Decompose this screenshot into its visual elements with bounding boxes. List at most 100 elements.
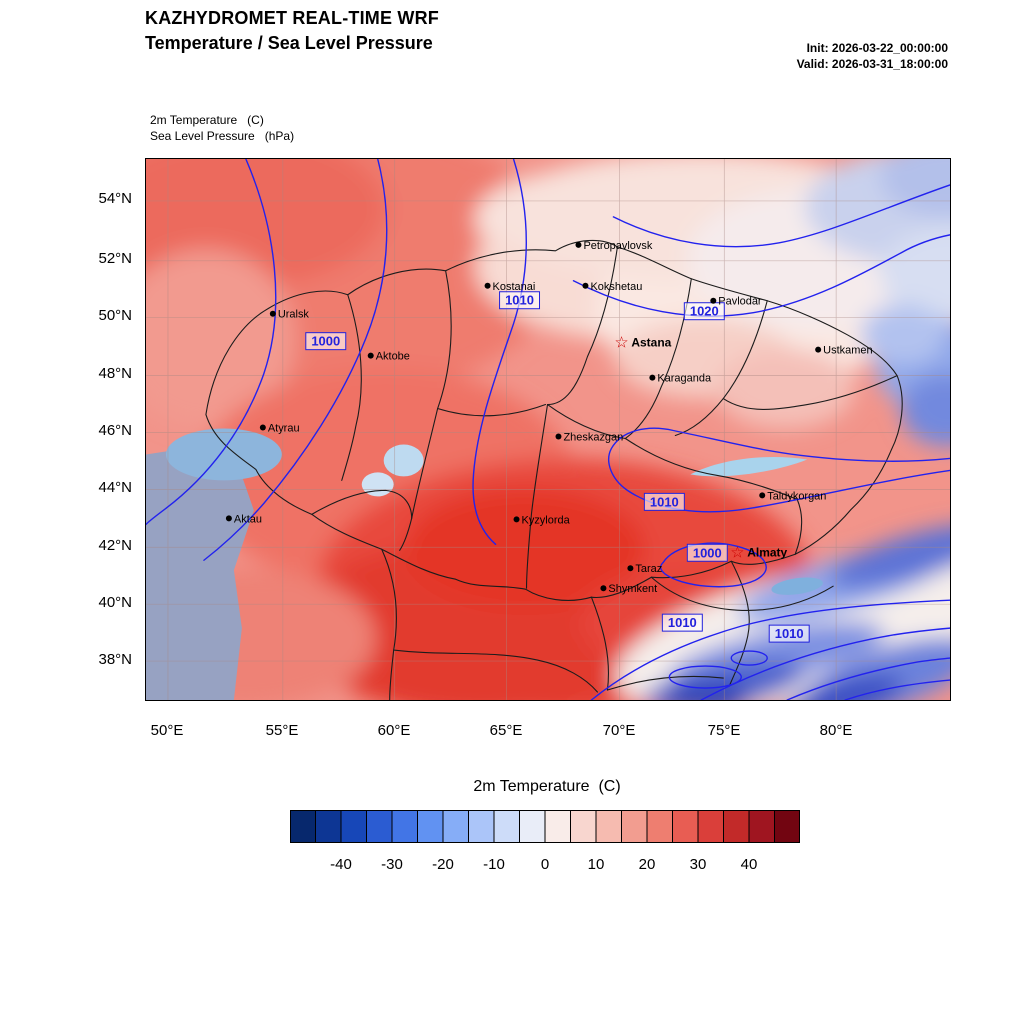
star-icon: ☆ xyxy=(730,544,744,561)
colorbar-border xyxy=(290,810,800,843)
colorbar-tick: 30 xyxy=(689,856,707,873)
temperature-layer-label: 2m Temperature (C) xyxy=(150,113,264,127)
colorbar-tick: 40 xyxy=(740,856,758,873)
lake-balkhash xyxy=(690,456,808,477)
lat-axis-label: 44°N xyxy=(98,479,132,496)
pressure-label: 1010 xyxy=(768,624,810,643)
city-kostanai: Kostanai xyxy=(484,281,536,293)
map-frame: 1000 1010 1020 1010 xyxy=(145,158,951,701)
pressure-label: 1000 xyxy=(305,332,347,351)
lat-axis-label: 52°N xyxy=(98,250,132,267)
city-dot xyxy=(367,352,374,359)
city-label: Aktau xyxy=(234,513,262,525)
colorbar-segment xyxy=(391,810,418,843)
lat-axis-label: 50°N xyxy=(98,307,132,324)
init-timestamp: Init: 2026-03-22_00:00:00 xyxy=(806,41,948,55)
lat-axis-label: 38°N xyxy=(98,651,132,668)
city-label: Aktobe xyxy=(376,351,410,363)
colorbar-segment xyxy=(340,810,367,843)
colorbar-tick: -10 xyxy=(483,856,505,873)
graticule xyxy=(146,159,950,700)
city-taraz: Taraz xyxy=(627,563,662,575)
city-dot xyxy=(555,433,562,440)
city-zheskazgan: Zheskazgan xyxy=(555,431,623,443)
temperature-field xyxy=(146,159,950,700)
lat-axis-label: 54°N xyxy=(98,190,132,207)
lon-axis-label: 80°E xyxy=(819,722,853,739)
lon-axis-label: 55°E xyxy=(265,722,299,739)
layer-labels: 2m Temperature (C) Sea Level Pressure (h… xyxy=(150,112,294,144)
city-pavlodar: Pavlodar xyxy=(710,296,762,308)
pressure-label-box xyxy=(643,492,685,511)
colorbar-segment xyxy=(646,810,673,843)
colorbar-tick: -40 xyxy=(330,856,352,873)
colorbar-tick: -30 xyxy=(381,856,403,873)
figure-subtitle: Temperature / Sea Level Pressure xyxy=(145,33,433,53)
colorbar-tick: -20 xyxy=(432,856,454,873)
pressure-label-text: 1000 xyxy=(311,334,340,349)
city-dot xyxy=(710,297,717,304)
city-almaty: ☆ Almaty xyxy=(730,544,787,561)
city-taldykorgan: Taldykorgan xyxy=(759,490,826,502)
pressure-label-text: 1010 xyxy=(505,293,534,308)
city-dot xyxy=(575,241,582,248)
city-astana: ☆ Astana xyxy=(614,335,671,352)
pressure-label-text: 1000 xyxy=(693,545,722,560)
pressure-label-text: 1010 xyxy=(775,626,804,641)
city-dot xyxy=(600,585,607,592)
city-atyrau: Atyrau xyxy=(259,422,300,434)
colorbar-segment xyxy=(570,810,597,843)
lat-axis-label: 46°N xyxy=(98,422,132,439)
city-label: Uralsk xyxy=(278,309,310,321)
pressure-labels: 1000 1010 1020 1010 xyxy=(305,291,810,643)
colorbar-segment xyxy=(519,810,546,843)
pressure-label-box xyxy=(305,332,347,351)
city-markers: Petropavlovsk Kostanai Kokshetau Pavloda… xyxy=(225,240,873,595)
city-label: Karaganda xyxy=(657,373,712,385)
pressure-layer-label: Sea Level Pressure (hPa) xyxy=(150,129,295,143)
colorbar-segment xyxy=(442,810,469,843)
pressure-label-box xyxy=(683,302,725,321)
city-dot xyxy=(627,565,634,572)
colorbar-segment xyxy=(595,810,622,843)
city-dot xyxy=(582,282,589,289)
pressure-label-text: 1010 xyxy=(668,615,697,630)
city-aktobe: Aktobe xyxy=(367,351,410,363)
colorbar-segment xyxy=(672,810,699,843)
colorbar-segment xyxy=(315,810,342,843)
city-label: Astana xyxy=(631,336,671,350)
colorbar-segment xyxy=(723,810,750,843)
colorbar-title: 2m Temperature (C) xyxy=(473,778,621,795)
city-kyzylorda: Kyzylorda xyxy=(513,514,571,526)
city-dot xyxy=(269,310,276,317)
pressure-contours xyxy=(146,159,950,700)
city-dot xyxy=(225,515,232,522)
star-icon: ☆ xyxy=(614,335,628,352)
lat-axis-label: 40°N xyxy=(98,594,132,611)
colorbar-tick: 20 xyxy=(638,856,656,873)
pressure-label-box xyxy=(661,613,703,632)
colorbar-segment xyxy=(697,810,724,843)
region-borders xyxy=(205,239,903,700)
figure-title: KAZHYDROMET REAL-TIME WRF xyxy=(145,8,439,28)
pressure-label: 1000 xyxy=(686,543,728,562)
city-dot xyxy=(259,424,266,431)
city-label: Shymkent xyxy=(608,583,657,595)
north-caspian xyxy=(165,428,282,481)
run-metadata: Init: 2026-03-22_00:00:00 Valid: 2026-03… xyxy=(797,40,948,72)
city-label: Kostanai xyxy=(493,281,536,293)
pressure-label: 1010 xyxy=(643,492,685,511)
pressure-label-box xyxy=(686,543,728,562)
lat-axis-label: 48°N xyxy=(98,365,132,382)
caspian-sea xyxy=(146,446,254,700)
city-label: Ustkamen xyxy=(823,345,872,357)
lat-axis-label: 42°N xyxy=(98,537,132,554)
city-ustkamen: Ustkamen xyxy=(815,345,873,357)
colorbar-segment xyxy=(290,810,316,843)
city-label: Kyzylorda xyxy=(522,514,571,526)
lon-axis-label: 70°E xyxy=(602,722,636,739)
aral-sea xyxy=(383,444,424,477)
lon-axis-label: 65°E xyxy=(489,722,523,739)
weather-map-svg: 1000 1010 1020 1010 xyxy=(146,159,950,700)
